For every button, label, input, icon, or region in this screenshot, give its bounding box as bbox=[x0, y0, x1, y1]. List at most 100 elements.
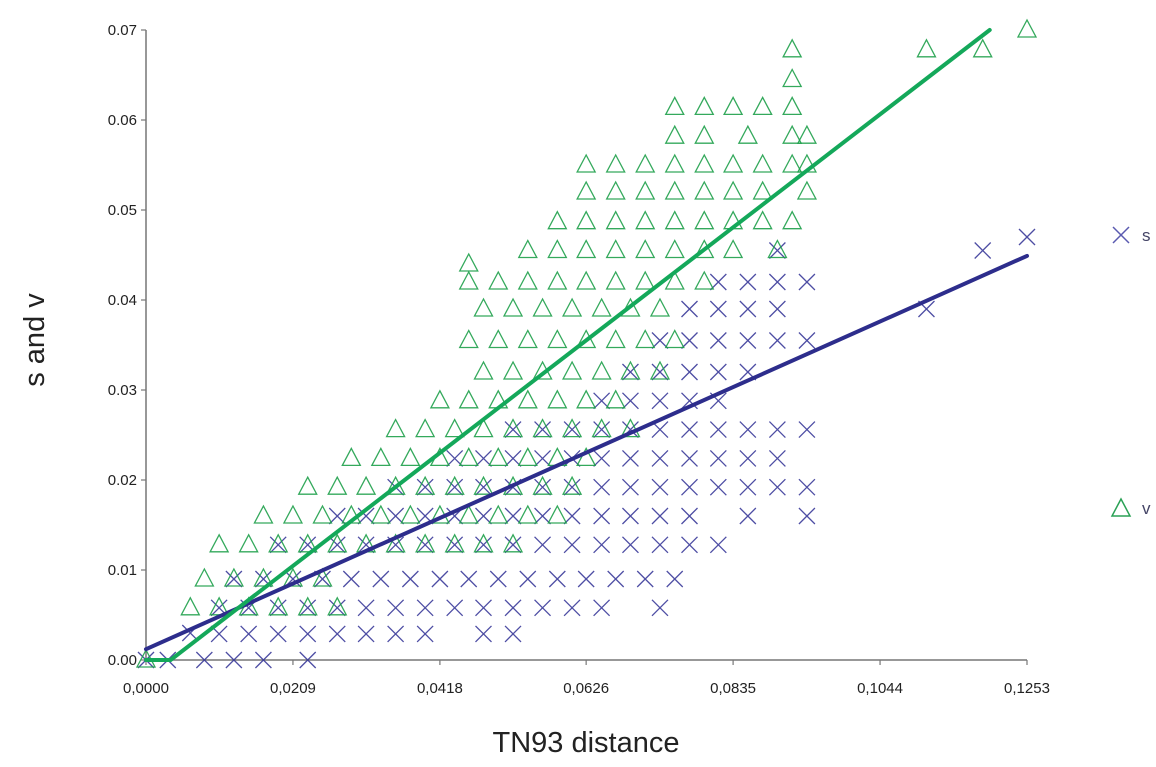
data-point-v bbox=[796, 180, 818, 200]
data-point-v bbox=[458, 389, 479, 409]
data-point-v bbox=[605, 153, 626, 173]
data-point-v bbox=[620, 360, 641, 380]
data-point-v bbox=[723, 96, 744, 116]
data-point-s bbox=[534, 599, 552, 617]
data-point-s bbox=[1018, 228, 1036, 246]
data-point-s bbox=[563, 507, 581, 525]
data-point-v bbox=[723, 153, 744, 173]
data-point-s bbox=[709, 421, 727, 439]
data-point-s bbox=[798, 332, 816, 349]
legend-label-s: s bbox=[1142, 226, 1151, 245]
data-point-v bbox=[576, 180, 597, 200]
data-point-v bbox=[723, 239, 744, 259]
data-point-v bbox=[444, 533, 465, 553]
data-point-s bbox=[475, 536, 492, 554]
data-point-v bbox=[605, 270, 626, 290]
data-point-v bbox=[664, 239, 685, 259]
data-point-v bbox=[517, 329, 538, 349]
data-point-v bbox=[576, 389, 597, 409]
data-point-v bbox=[458, 270, 479, 290]
data-point-s bbox=[681, 332, 698, 349]
data-point-s bbox=[768, 449, 786, 467]
data-point-s bbox=[593, 536, 611, 554]
data-point-s bbox=[739, 332, 757, 349]
data-point-s bbox=[401, 570, 419, 588]
data-point-s bbox=[299, 651, 317, 669]
x-tick-label: 0,1253 bbox=[1004, 680, 1050, 697]
data-point-v bbox=[547, 329, 568, 349]
data-point-s bbox=[475, 449, 492, 467]
data-point-s bbox=[299, 599, 317, 617]
data-point-v bbox=[664, 180, 685, 200]
data-point-v bbox=[473, 533, 494, 553]
legend-triangle-marker-icon bbox=[1110, 497, 1132, 517]
data-point-v bbox=[649, 360, 671, 380]
data-point-v bbox=[547, 504, 568, 524]
data-point-v bbox=[327, 475, 348, 495]
data-point-s bbox=[621, 478, 639, 496]
data-point-v bbox=[532, 418, 553, 438]
data-point-v bbox=[605, 329, 626, 349]
data-point-v bbox=[547, 270, 568, 290]
data-point-s bbox=[768, 478, 786, 496]
x-tick-label: 0,1044 bbox=[857, 680, 903, 697]
data-point-v bbox=[400, 447, 421, 467]
data-point-v bbox=[297, 475, 318, 495]
data-point-s bbox=[651, 599, 669, 617]
legend: s v bbox=[1110, 226, 1151, 518]
data-point-s bbox=[621, 507, 639, 525]
data-point-s bbox=[651, 536, 669, 554]
data-point-s bbox=[534, 536, 552, 554]
data-point-s bbox=[709, 332, 727, 349]
data-point-s bbox=[328, 625, 346, 643]
data-point-s bbox=[387, 625, 405, 643]
legend-label-v: v bbox=[1142, 499, 1151, 518]
y-tick-label: 0.03 bbox=[108, 382, 137, 399]
data-point-s bbox=[798, 421, 816, 439]
data-point-v bbox=[327, 596, 348, 616]
data-point-v bbox=[268, 533, 289, 553]
data-point-v bbox=[752, 153, 773, 173]
x-tick-label: 0,0626 bbox=[563, 680, 609, 697]
data-point-v bbox=[517, 389, 538, 409]
data-point-s bbox=[416, 625, 434, 643]
data-point-v bbox=[547, 389, 568, 409]
data-point-s bbox=[254, 651, 272, 669]
data-point-s bbox=[593, 449, 611, 467]
data-point-s bbox=[534, 507, 552, 525]
data-point-v bbox=[517, 239, 538, 259]
data-point-v bbox=[312, 567, 333, 587]
y-axis-title: s and v bbox=[19, 293, 51, 387]
data-point-v bbox=[488, 447, 509, 467]
x-tick-label: 0,0418 bbox=[417, 680, 463, 697]
data-point-v bbox=[576, 270, 597, 290]
data-point-v bbox=[591, 297, 612, 317]
data-point-s bbox=[504, 625, 522, 643]
data-point-s bbox=[387, 507, 405, 525]
data-point-v bbox=[238, 533, 259, 553]
data-point-v bbox=[297, 596, 318, 616]
data-point-s bbox=[681, 363, 698, 381]
data-point-v bbox=[458, 447, 479, 467]
trend-line-s bbox=[144, 253, 1029, 652]
data-point-s bbox=[504, 507, 522, 525]
data-point-v bbox=[635, 270, 656, 290]
data-point-s bbox=[504, 449, 522, 467]
data-point-s bbox=[768, 273, 786, 291]
data-point-v bbox=[782, 96, 803, 116]
data-point-v bbox=[297, 533, 318, 553]
data-point-v bbox=[444, 418, 465, 438]
data-point-v bbox=[782, 210, 803, 230]
data-point-v bbox=[694, 210, 715, 230]
data-point-v bbox=[782, 153, 803, 173]
data-point-v bbox=[253, 567, 274, 587]
data-point-s bbox=[357, 599, 375, 617]
x-tick-label: 0,0209 bbox=[270, 680, 316, 697]
data-point-s bbox=[299, 625, 317, 643]
data-point-v bbox=[635, 210, 656, 230]
data-point-s bbox=[739, 421, 757, 439]
data-point-s bbox=[195, 651, 213, 669]
data-point-v bbox=[635, 329, 656, 349]
data-point-s bbox=[431, 570, 449, 588]
